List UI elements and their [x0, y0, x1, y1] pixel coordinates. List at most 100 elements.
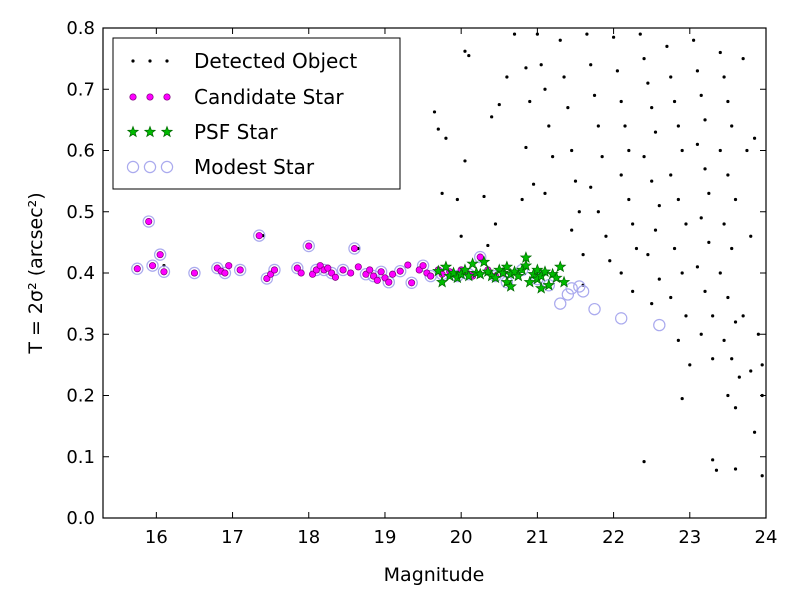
candidate-star-point [324, 264, 332, 272]
psf-star-point [474, 267, 487, 280]
detected-object-point [634, 246, 639, 251]
modest-star-point [348, 242, 361, 255]
candidate-star-point [225, 262, 233, 270]
detected-object-point [680, 148, 684, 153]
candidate-star-point [156, 251, 164, 259]
detected-object-point [657, 277, 661, 281]
detected-object-point [741, 314, 745, 318]
detected-object-point [497, 102, 501, 107]
detected-object-point [577, 210, 581, 214]
modest-star-point [554, 297, 567, 310]
detected-object-point [551, 155, 555, 159]
detected-object-point [714, 468, 719, 472]
x-tick-label: 23 [678, 527, 701, 548]
detected-object-point [665, 44, 669, 48]
candidate-star-point [221, 269, 229, 277]
candidate-star-point [270, 266, 279, 274]
candidate-star-point [408, 279, 416, 287]
detected-object-point [733, 467, 738, 471]
candidate-star-point [236, 266, 244, 274]
candidate-star-point [350, 244, 359, 253]
psf-star-point [466, 257, 479, 270]
detected-object-point [676, 197, 680, 202]
detected-object-point [444, 136, 448, 140]
candidate-star-point [305, 242, 313, 250]
detected-object-point [703, 167, 707, 171]
detected-object-point [726, 295, 730, 300]
modest-star-point [131, 262, 144, 275]
modest-star-point [405, 276, 418, 289]
detected-object-point [711, 458, 715, 462]
candidate-star-point [389, 270, 397, 278]
detected-object-point [692, 38, 696, 42]
psf-star-point [523, 275, 536, 288]
detected-object-point [749, 234, 753, 238]
psf-star-point [554, 260, 567, 273]
psf-star-point [435, 275, 449, 288]
y-tick-label: 0.4 [66, 263, 95, 284]
detected-object-point [589, 185, 593, 189]
detected-object-point [650, 106, 654, 110]
detected-object-point [524, 66, 528, 70]
y-tick-label: 0.6 [66, 141, 95, 162]
detected-object-point [703, 118, 707, 122]
legend: Detected Object Candidate Star PSF Star … [112, 37, 401, 190]
detected-object-point [760, 474, 764, 478]
modest-star-point [576, 285, 590, 298]
legend-marker-modest-star [143, 160, 157, 174]
detected-object-point [566, 106, 570, 110]
detected-object-point [638, 32, 642, 36]
detected-object-point [707, 191, 711, 195]
detected-object-point [733, 406, 738, 410]
legend-label-candidate-star: Candidate Star [194, 85, 344, 109]
modest-star-point [382, 275, 395, 289]
detected-object-point [642, 155, 646, 159]
detected-object-point [752, 136, 757, 140]
candidate-star-point [133, 265, 141, 273]
modest-star-series [131, 215, 666, 332]
candidate-star-point [476, 253, 484, 261]
y-axis-label: T = 2σ² (arcsec²) [25, 192, 47, 354]
detected-object-point [528, 99, 532, 104]
y-tick-label: 0.8 [66, 18, 95, 39]
detected-object-point [726, 393, 730, 398]
detected-object-point [459, 234, 463, 238]
candidate-star-point [373, 276, 381, 284]
y-tick-label: 0.2 [66, 386, 95, 407]
detected-object-point [505, 75, 509, 79]
modest-star-point [374, 265, 388, 278]
legend-marker-modest-star [126, 160, 140, 174]
candidate-star-point [396, 267, 404, 275]
legend-box [112, 37, 401, 190]
psf-star-point [496, 266, 510, 279]
detected-object-point [650, 179, 654, 183]
detected-object-point [467, 53, 471, 58]
detected-object-point [482, 194, 486, 199]
y-tick-label: 0.5 [66, 202, 95, 223]
x-axis-label: Magnitude [384, 564, 485, 586]
psf-star-point [447, 266, 460, 279]
detected-object-point [672, 246, 677, 251]
candidate-star-point [354, 263, 362, 271]
legend-marker-candidate-star [146, 93, 154, 101]
detected-object-point [733, 320, 738, 324]
detected-object-point [543, 87, 547, 91]
detected-object-point [669, 173, 673, 177]
legend-marker-modest-star [160, 160, 174, 174]
detected-object-point [547, 124, 551, 128]
detected-object-point [524, 145, 528, 150]
detected-object-point [722, 222, 726, 226]
psf-star-series [432, 251, 571, 294]
candidate-star-point [419, 262, 427, 270]
detected-object-point [737, 375, 741, 379]
detected-object-point [760, 363, 764, 367]
psf-star-point [519, 259, 533, 271]
candidate-star-point [339, 266, 347, 274]
psf-star-point [489, 271, 502, 284]
modest-star-point [253, 229, 266, 242]
modest-star-point [394, 264, 407, 278]
detected-object-point [642, 57, 646, 61]
detected-object-point [592, 93, 597, 97]
legend-marker-psf-star [160, 125, 174, 138]
detected-object-point [589, 63, 593, 67]
